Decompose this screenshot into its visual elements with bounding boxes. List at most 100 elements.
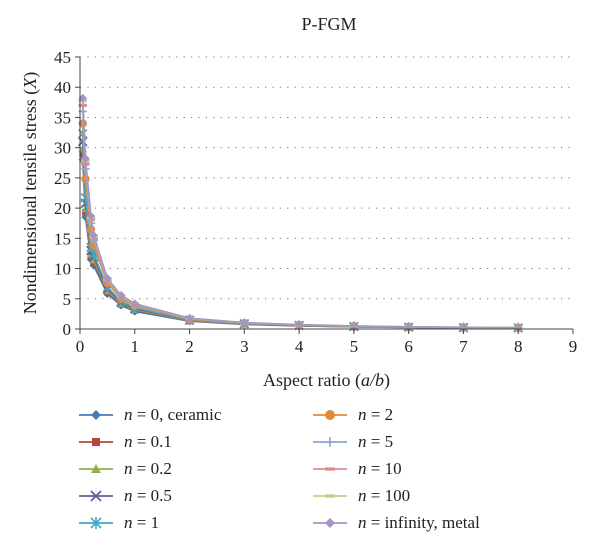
legend-swatch <box>79 517 113 529</box>
y-tick-label: 40 <box>54 78 71 97</box>
legend-label: n = infinity, metal <box>358 513 480 532</box>
x-tick-label: 7 <box>459 337 468 356</box>
legend-swatch <box>79 490 113 502</box>
x-tick-label: 3 <box>240 337 249 356</box>
legend-swatch <box>79 410 113 420</box>
legend-label: n = 0.1 <box>124 432 172 451</box>
series-3 <box>77 136 524 333</box>
x-tick-label: 4 <box>295 337 304 356</box>
legend-label: n = 2 <box>358 405 394 424</box>
data-point <box>91 464 101 473</box>
grid-lines <box>80 56 573 300</box>
series-4 <box>77 128 523 333</box>
y-tick-label: 45 <box>54 48 71 67</box>
data-point <box>325 410 335 420</box>
legend-item: n = 10 <box>312 458 402 480</box>
series-line <box>81 98 519 329</box>
legend-label: n = 0.2 <box>124 459 172 478</box>
x-axis-label-text: Aspect ratio (a/b) <box>263 370 390 391</box>
x-tick-label: 5 <box>350 337 359 356</box>
y-tick-label: 0 <box>63 320 72 339</box>
data-point <box>514 323 523 332</box>
x-tick-label: 2 <box>185 337 194 356</box>
legend-label: n = 100 <box>358 486 411 505</box>
data-point <box>92 438 100 446</box>
y-axis-label: Nondimensional tensile stress (X) <box>20 72 41 314</box>
legend-swatch <box>313 437 347 447</box>
legend-item: n = 2 <box>312 404 393 426</box>
data-point <box>325 494 335 498</box>
series-line <box>81 111 519 329</box>
y-tick-label: 5 <box>63 290 72 309</box>
legend-item: n = 100 <box>312 485 410 507</box>
legend-swatch <box>79 438 113 446</box>
legend-swatch <box>79 464 113 473</box>
series-8 <box>78 98 523 330</box>
y-tick-label: 20 <box>54 199 71 218</box>
y-tick-label: 10 <box>54 260 71 279</box>
data-point <box>86 211 96 221</box>
data-point <box>103 274 112 283</box>
y-tick-label: 30 <box>54 139 71 158</box>
legend: n = 0, ceramic n = 0.1 n = 0.2 n = 0.5 n = 1… <box>78 404 538 544</box>
x-tick-label: 9 <box>569 337 578 356</box>
data-point <box>90 490 102 502</box>
series-6 <box>78 107 523 332</box>
series-line <box>81 141 519 329</box>
y-tick-label: 25 <box>54 169 71 188</box>
x-tick-label: 8 <box>514 337 523 356</box>
data-point <box>91 410 101 420</box>
legend-label: n = 10 <box>358 459 402 478</box>
legend-item: n = 0, ceramic <box>78 404 221 426</box>
data-point <box>81 154 90 163</box>
legend-label: n = 5 <box>358 432 394 451</box>
series-line <box>81 123 519 329</box>
legend-item: n = 0.1 <box>78 431 172 453</box>
legend-swatch <box>313 410 347 420</box>
data-point <box>89 231 98 240</box>
series-5 <box>78 119 523 332</box>
data-point <box>325 518 335 528</box>
x-tick-label: 1 <box>131 337 140 356</box>
series-line <box>81 159 519 329</box>
legend-label: n = 0.5 <box>124 486 172 505</box>
series-line <box>81 105 519 329</box>
data-point <box>90 517 102 529</box>
data-point <box>294 320 304 329</box>
series-line <box>81 153 519 329</box>
legend-swatch <box>313 518 347 528</box>
series-group <box>77 93 524 333</box>
data-point <box>78 93 87 103</box>
x-tick-label: 6 <box>404 337 413 356</box>
series-7 <box>78 103 523 330</box>
data-point <box>325 467 335 471</box>
data-point <box>116 290 126 300</box>
data-point <box>349 321 359 331</box>
legend-item: n = infinity, metal <box>312 512 480 534</box>
data-point <box>185 313 194 323</box>
y-axis-label-text: Nondimensional tensile stress (X) <box>20 72 41 314</box>
series-9 <box>78 93 523 332</box>
data-point <box>240 318 249 327</box>
legend-swatch <box>313 467 347 471</box>
data-point <box>325 437 335 447</box>
x-axis-label: Aspect ratio (a/b) <box>263 370 390 391</box>
data-point <box>130 299 139 308</box>
legend-item: n = 0.2 <box>78 458 172 480</box>
legend-label: n = 0, ceramic <box>124 405 222 424</box>
x-tick-label: 0 <box>76 337 85 356</box>
series-line <box>81 148 519 329</box>
series-2 <box>78 144 523 332</box>
y-tick-label: 35 <box>54 108 71 127</box>
legend-swatch <box>313 494 347 498</box>
legend-item: n = 5 <box>312 431 393 453</box>
chart-title: P-FGM <box>301 14 356 34</box>
legend-label: n = 1 <box>124 513 160 532</box>
series-1 <box>79 150 522 332</box>
legend-item: n = 0.5 <box>78 485 172 507</box>
series-line <box>81 133 519 329</box>
series-line <box>81 100 519 329</box>
legend-item: n = 1 <box>78 512 159 534</box>
